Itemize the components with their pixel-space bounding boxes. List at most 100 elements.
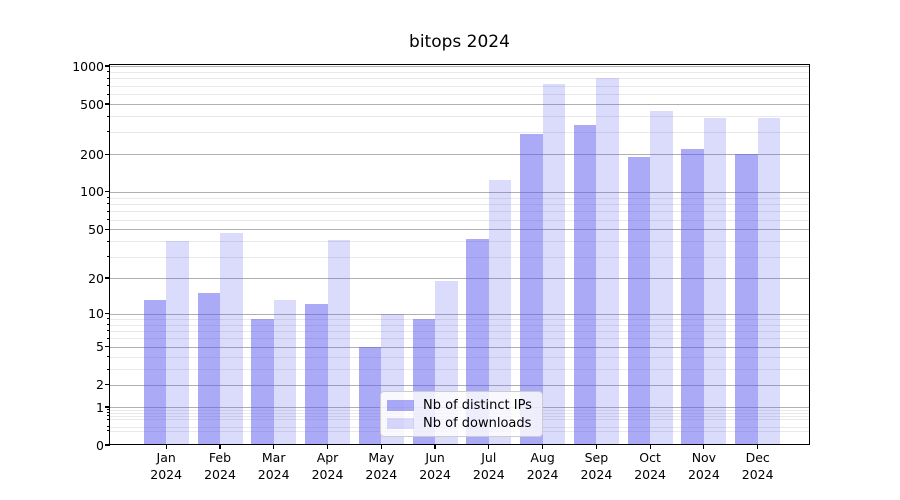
y-tick-mark-minor xyxy=(107,318,110,320)
bar-downloads-aug xyxy=(542,84,566,444)
gridline-major xyxy=(110,313,809,315)
gridline-minor xyxy=(110,71,809,73)
y-tick-mark xyxy=(104,406,110,408)
y-tick-mark-minor xyxy=(107,368,110,370)
y-tick-mark-minor xyxy=(107,240,110,242)
gridline-minor xyxy=(110,211,809,213)
x-tick-year: 2024 xyxy=(204,466,236,482)
y-tick-mark-minor xyxy=(107,415,110,417)
x-tick-month: Nov xyxy=(691,450,717,465)
x-tick-month: Jul xyxy=(481,450,497,465)
gridline-minor xyxy=(110,330,809,332)
x-tick-label: Jul 2024 xyxy=(457,450,521,483)
x-tick-label: May 2024 xyxy=(349,450,413,483)
gridline-major xyxy=(110,229,809,231)
x-tick-month: Sep xyxy=(584,450,609,465)
y-tick-label: 5 xyxy=(96,339,104,355)
x-tick-label: Mar 2024 xyxy=(242,450,306,483)
y-tick-mark-minor xyxy=(107,203,110,205)
bar-distinct-ips-nov xyxy=(681,149,704,444)
gridline-minor xyxy=(110,78,809,80)
y-tick-mark-minor xyxy=(107,430,110,432)
y-tick-mark-minor xyxy=(107,71,110,73)
bar-distinct-ips-sep xyxy=(573,125,597,444)
gridline-minor xyxy=(110,338,809,340)
bar-downloads-apr xyxy=(327,240,350,444)
bar-downloads-nov xyxy=(703,118,727,444)
y-tick-label: 200 xyxy=(80,146,104,162)
y-tick-mark-minor xyxy=(107,93,110,95)
y-tick-mark xyxy=(104,277,110,279)
gridline-major xyxy=(110,66,809,67)
x-tick-mark xyxy=(649,445,651,449)
x-tick-month: Aug xyxy=(530,450,555,465)
gridline-major xyxy=(110,278,809,279)
x-tick-month: Jun xyxy=(425,450,445,465)
gridline-minor xyxy=(110,116,809,118)
x-tick-label: Jun 2024 xyxy=(403,450,467,483)
legend-label-distinct-ips: Nb of distinct IPs xyxy=(423,398,532,413)
gridline-minor xyxy=(110,94,809,95)
y-tick-label: 20 xyxy=(88,270,104,286)
legend-item-downloads: Nb of downloads xyxy=(387,415,533,432)
y-tick-mark-minor xyxy=(107,356,110,358)
x-tick-mark xyxy=(757,445,759,449)
y-tick-mark xyxy=(104,346,110,348)
x-tick-year: 2024 xyxy=(472,466,505,482)
bar-distinct-ips-jan xyxy=(143,300,167,444)
y-tick-mark xyxy=(104,384,110,386)
y-tick-mark-minor xyxy=(107,115,110,117)
gridline-minor xyxy=(110,318,809,320)
chart-title: bitops 2024 xyxy=(409,32,510,52)
x-tick-month: Oct xyxy=(639,450,661,465)
x-tick-month: Dec xyxy=(745,450,770,465)
x-tick-mark xyxy=(273,445,275,449)
legend-swatch-downloads-icon xyxy=(387,418,414,429)
y-tick-mark xyxy=(104,312,110,315)
y-tick-mark-minor xyxy=(107,77,110,79)
x-tick-month: Jan xyxy=(156,450,176,465)
x-tick-year: 2024 xyxy=(634,466,666,482)
x-tick-label: Feb 2024 xyxy=(188,450,252,483)
y-tick-label: 500 xyxy=(80,96,104,112)
y-tick-mark-minor xyxy=(107,412,110,414)
y-tick-mark-minor xyxy=(107,409,110,411)
y-tick-mark-minor xyxy=(107,210,110,212)
y-tick-mark-minor xyxy=(107,131,110,133)
y-tick-mark xyxy=(104,191,110,193)
legend-swatch-distinct-ips-icon xyxy=(387,400,414,411)
x-tick-label: Oct 2024 xyxy=(618,450,682,483)
x-tick-mark xyxy=(326,445,329,449)
x-tick-mark xyxy=(488,445,490,449)
gridline-minor xyxy=(110,219,809,221)
bar-distinct-ips-feb xyxy=(197,292,220,444)
bar-downloads-jan xyxy=(166,241,189,444)
gridline-minor xyxy=(110,241,809,243)
x-tick-mark xyxy=(165,445,167,449)
x-tick-label: Apr 2024 xyxy=(296,450,360,483)
y-tick-mark-minor xyxy=(107,426,110,427)
x-tick-year: 2024 xyxy=(257,466,290,482)
x-tick-label: Jan 2024 xyxy=(134,450,198,483)
x-tick-month: May xyxy=(368,450,395,465)
bar-distinct-ips-dec xyxy=(735,154,758,444)
y-tick-mark-minor xyxy=(107,256,110,258)
x-tick-year: 2024 xyxy=(580,466,613,482)
x-tick-label: Nov 2024 xyxy=(672,450,736,483)
bar-downloads-sep xyxy=(596,78,619,444)
x-tick-year: 2024 xyxy=(741,466,774,482)
x-tick-month: Feb xyxy=(208,450,232,465)
y-tick-mark-minor xyxy=(107,324,110,325)
y-tick-label: 1 xyxy=(96,399,104,415)
y-tick-label: 0 xyxy=(96,437,104,453)
x-tick-year: 2024 xyxy=(419,466,451,482)
x-tick-mark xyxy=(434,445,436,449)
gridline-minor xyxy=(110,324,809,326)
gridline-major xyxy=(110,346,809,348)
gridline-minor xyxy=(110,203,809,205)
x-tick-year: 2024 xyxy=(311,466,344,482)
x-tick-mark xyxy=(219,445,221,449)
x-tick-year: 2024 xyxy=(526,466,559,482)
gridline-minor xyxy=(110,85,809,87)
